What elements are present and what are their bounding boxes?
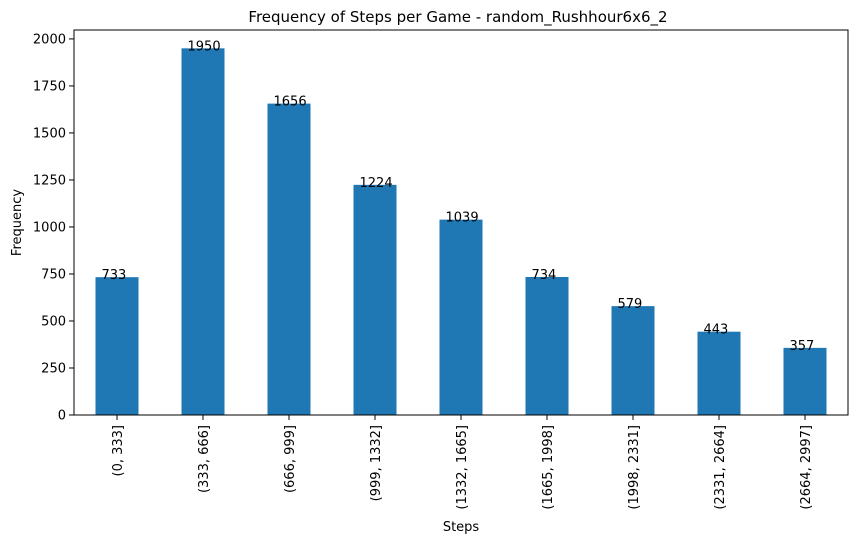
x-tick-label-8: (2664, 2997] <box>799 425 814 510</box>
bar-8 <box>783 347 827 415</box>
y-axis: 0 250 500 750 1000 1250 1500 1750 2000 <box>33 32 74 424</box>
data-label-3: 1224 <box>360 176 393 191</box>
x-tick-label-2: (666, 999] <box>283 425 298 493</box>
data-label-0: 733 <box>102 268 127 283</box>
plot-frame <box>73 29 849 416</box>
y-tick-label-4: 1000 <box>33 220 66 235</box>
x-tick-label-1: (333, 666] <box>197 425 212 493</box>
x-tick-label-6: (1998, 2331] <box>627 425 642 510</box>
chart-title: Frequency of Steps per Game - random_Rus… <box>248 8 667 27</box>
y-tick-label-3: 750 <box>41 267 66 282</box>
bar-3 <box>353 184 397 415</box>
bar-4 <box>439 219 483 415</box>
data-label-6: 579 <box>618 297 643 312</box>
x-axis: (0, 333] (333, 666] (666, 999] (999, 1332] (… <box>111 415 814 510</box>
y-tick-label-1: 250 <box>41 361 66 376</box>
bar-6 <box>611 306 655 415</box>
data-label-8: 357 <box>790 339 815 354</box>
y-tick-label-5: 1250 <box>33 173 66 188</box>
x-tick-label-4: (1332, 1665] <box>455 425 470 510</box>
x-tick-label-5: (1665, 1998] <box>541 425 556 510</box>
data-label-2: 1656 <box>274 95 307 110</box>
y-tick-label-2: 500 <box>41 314 66 329</box>
x-tick-label-3: (999, 1332] <box>369 425 384 501</box>
y-tick-label-7: 1750 <box>33 79 66 94</box>
y-axis-title: Frequency <box>10 189 25 256</box>
data-label-5: 734 <box>532 268 557 283</box>
bar-1 <box>181 48 225 415</box>
bars-layer <box>95 48 827 415</box>
bar-0 <box>95 277 139 415</box>
data-label-1: 1950 <box>188 39 221 54</box>
bar-7 <box>697 331 741 415</box>
bar-5 <box>525 276 569 415</box>
y-tick-label-8: 2000 <box>33 32 66 47</box>
y-tick-label-6: 1500 <box>33 126 66 141</box>
bar-2 <box>267 103 311 415</box>
data-labels-layer: 733 1950 1656 1224 1039 734 579 443 357 <box>102 39 815 354</box>
x-tick-label-0: (0, 333] <box>111 425 126 477</box>
data-label-4: 1039 <box>446 211 479 226</box>
x-tick-label-7: (2331, 2664] <box>713 425 728 510</box>
x-axis-title: Steps <box>443 520 480 535</box>
y-tick-label-0: 0 <box>58 409 66 424</box>
data-label-7: 443 <box>704 323 729 338</box>
